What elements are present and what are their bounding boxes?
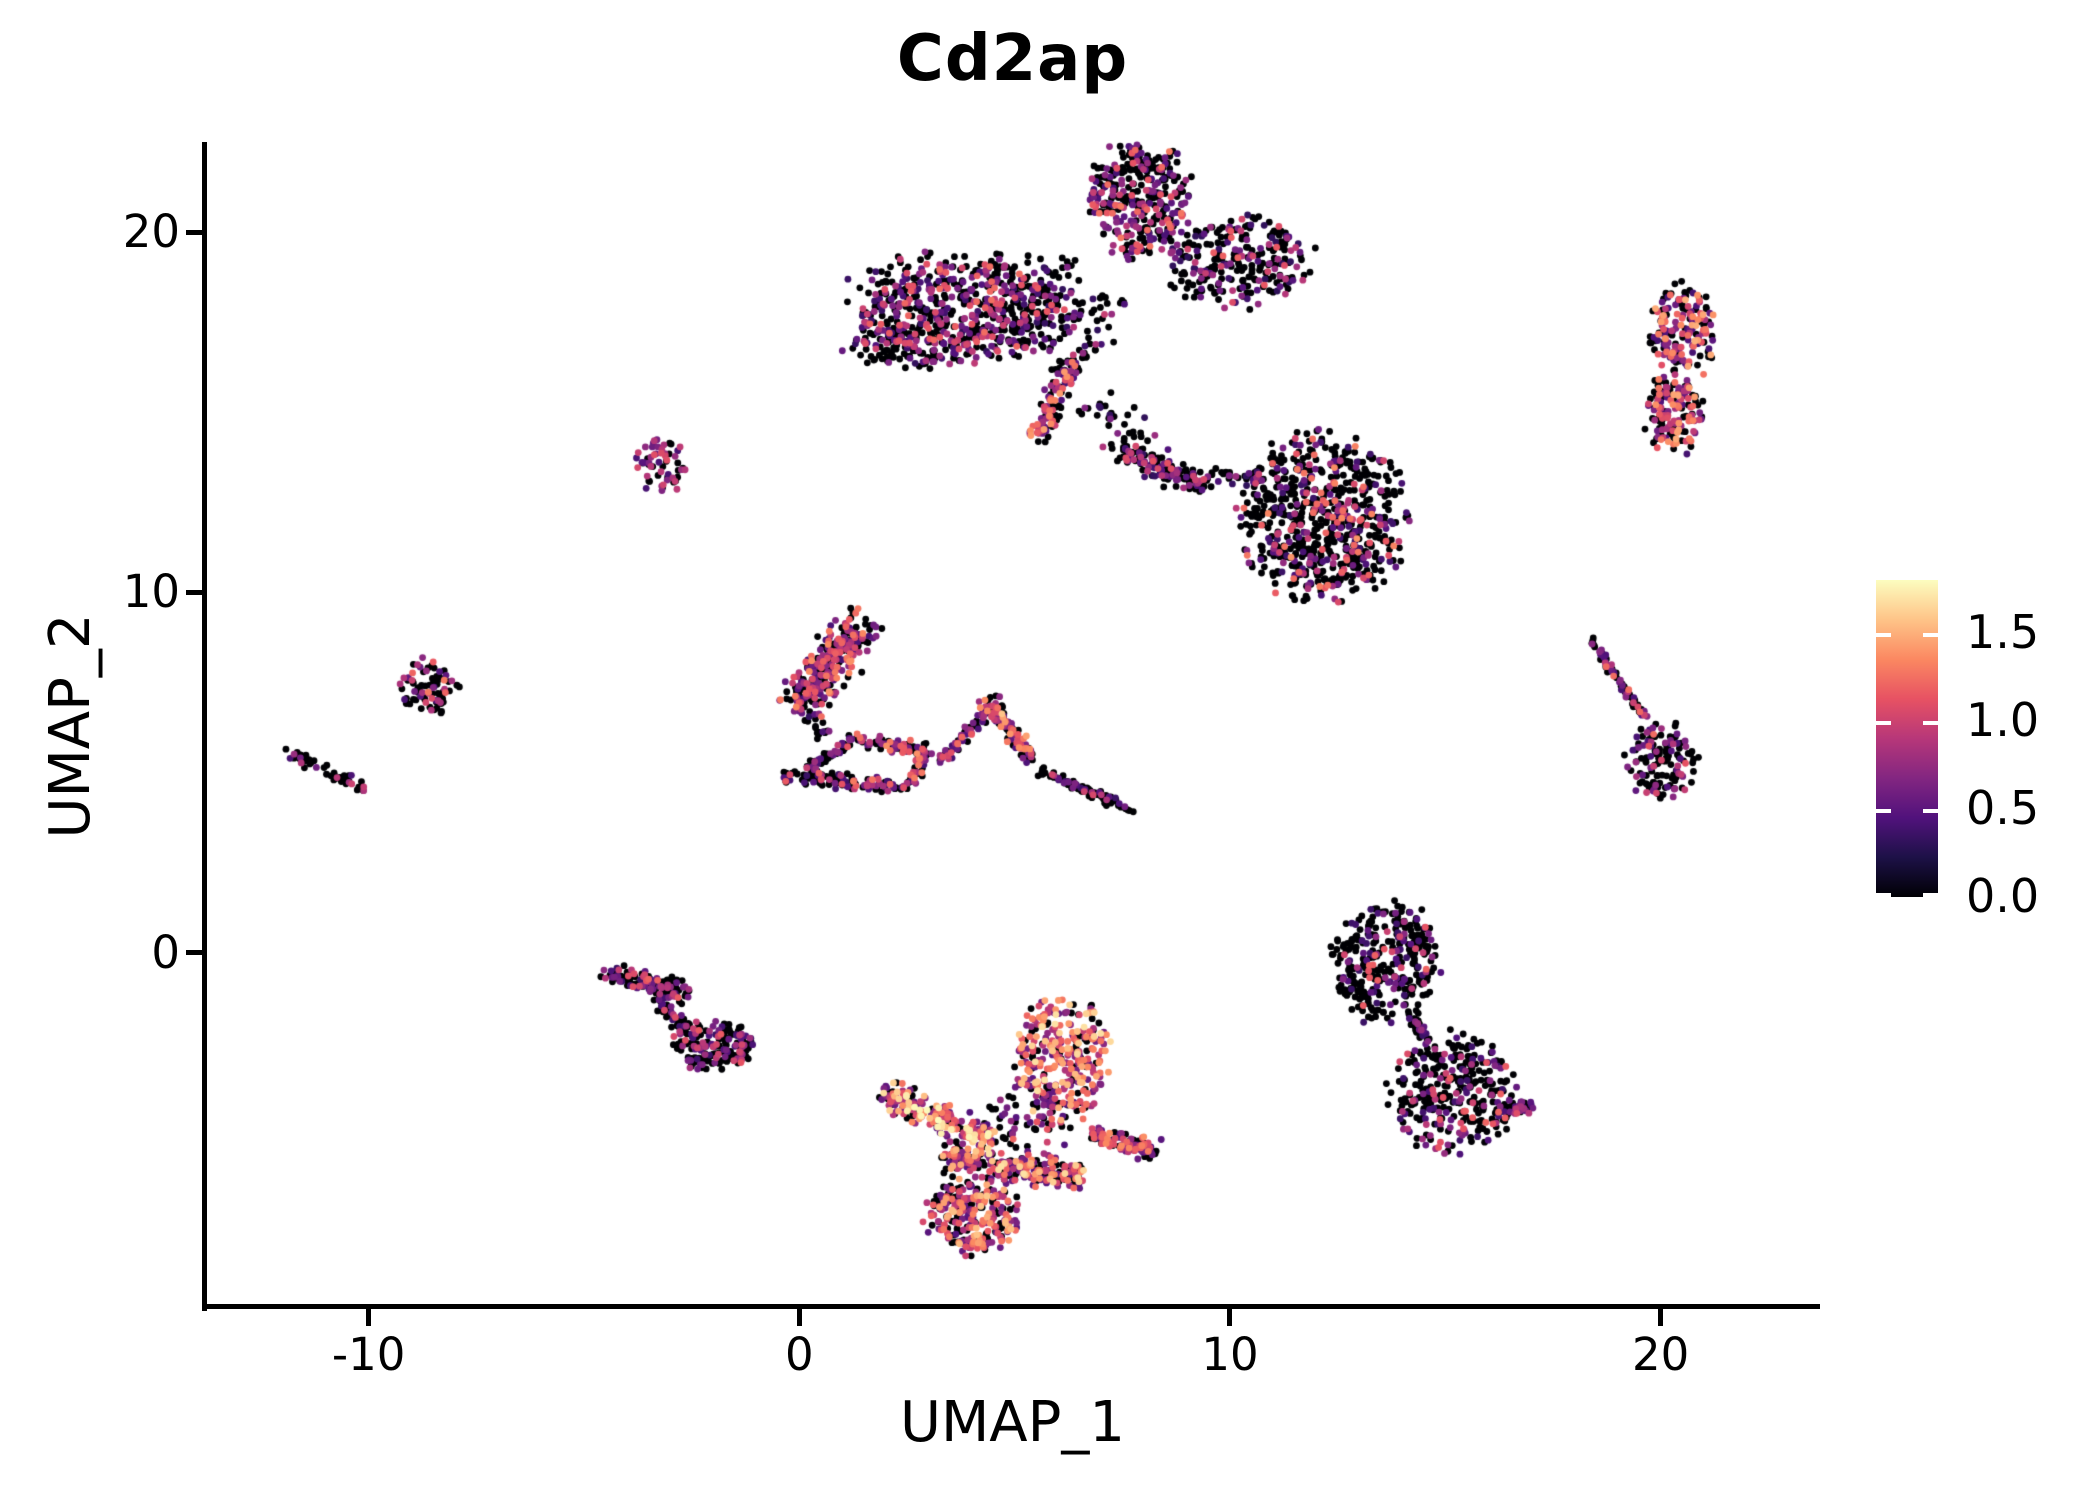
colorbar-tick-mark <box>1876 808 1891 813</box>
colorbar-tick-mark <box>1876 720 1891 725</box>
y-tick-label: 10 <box>122 565 180 619</box>
x-axis-line <box>202 1304 1820 1309</box>
x-tick-mark <box>1227 1309 1233 1326</box>
y-tick-label: 20 <box>122 205 180 259</box>
plot-title: Cd2ap <box>896 22 1129 96</box>
x-tick-mark <box>796 1309 802 1326</box>
colorbar-tick-mark <box>1923 720 1938 725</box>
colorbar-tick-label: 1.5 <box>1966 604 2040 659</box>
y-tick-mark <box>186 229 203 235</box>
y-axis-title: UMAP_2 <box>38 613 103 839</box>
expression-colorbar <box>1876 580 1938 897</box>
y-axis-line <box>202 142 207 1311</box>
x-tick-mark <box>366 1309 372 1326</box>
x-tick-label: 10 <box>1201 1328 1259 1381</box>
colorbar-tick-mark <box>1923 808 1938 813</box>
x-tick-label: 20 <box>1632 1328 1690 1381</box>
colorbar-tick-mark <box>1923 632 1938 637</box>
colorbar-tick-mark <box>1876 632 1891 637</box>
x-tick-label: -10 <box>331 1328 406 1381</box>
colorbar-tick-mark <box>1876 893 1891 897</box>
x-tick-mark <box>1658 1309 1664 1326</box>
colorbar-tick-label: 0.5 <box>1966 780 2040 835</box>
x-axis-title: UMAP_1 <box>899 1390 1125 1455</box>
y-tick-mark <box>186 950 203 956</box>
y-tick-label: 0 <box>151 925 180 979</box>
colorbar-tick-label: 1.0 <box>1966 692 2040 747</box>
y-tick-mark <box>186 589 203 595</box>
colorbar-tick-label: 0.0 <box>1966 869 2040 923</box>
x-tick-label: 0 <box>784 1328 814 1381</box>
colorbar-tick-mark <box>1923 893 1938 897</box>
